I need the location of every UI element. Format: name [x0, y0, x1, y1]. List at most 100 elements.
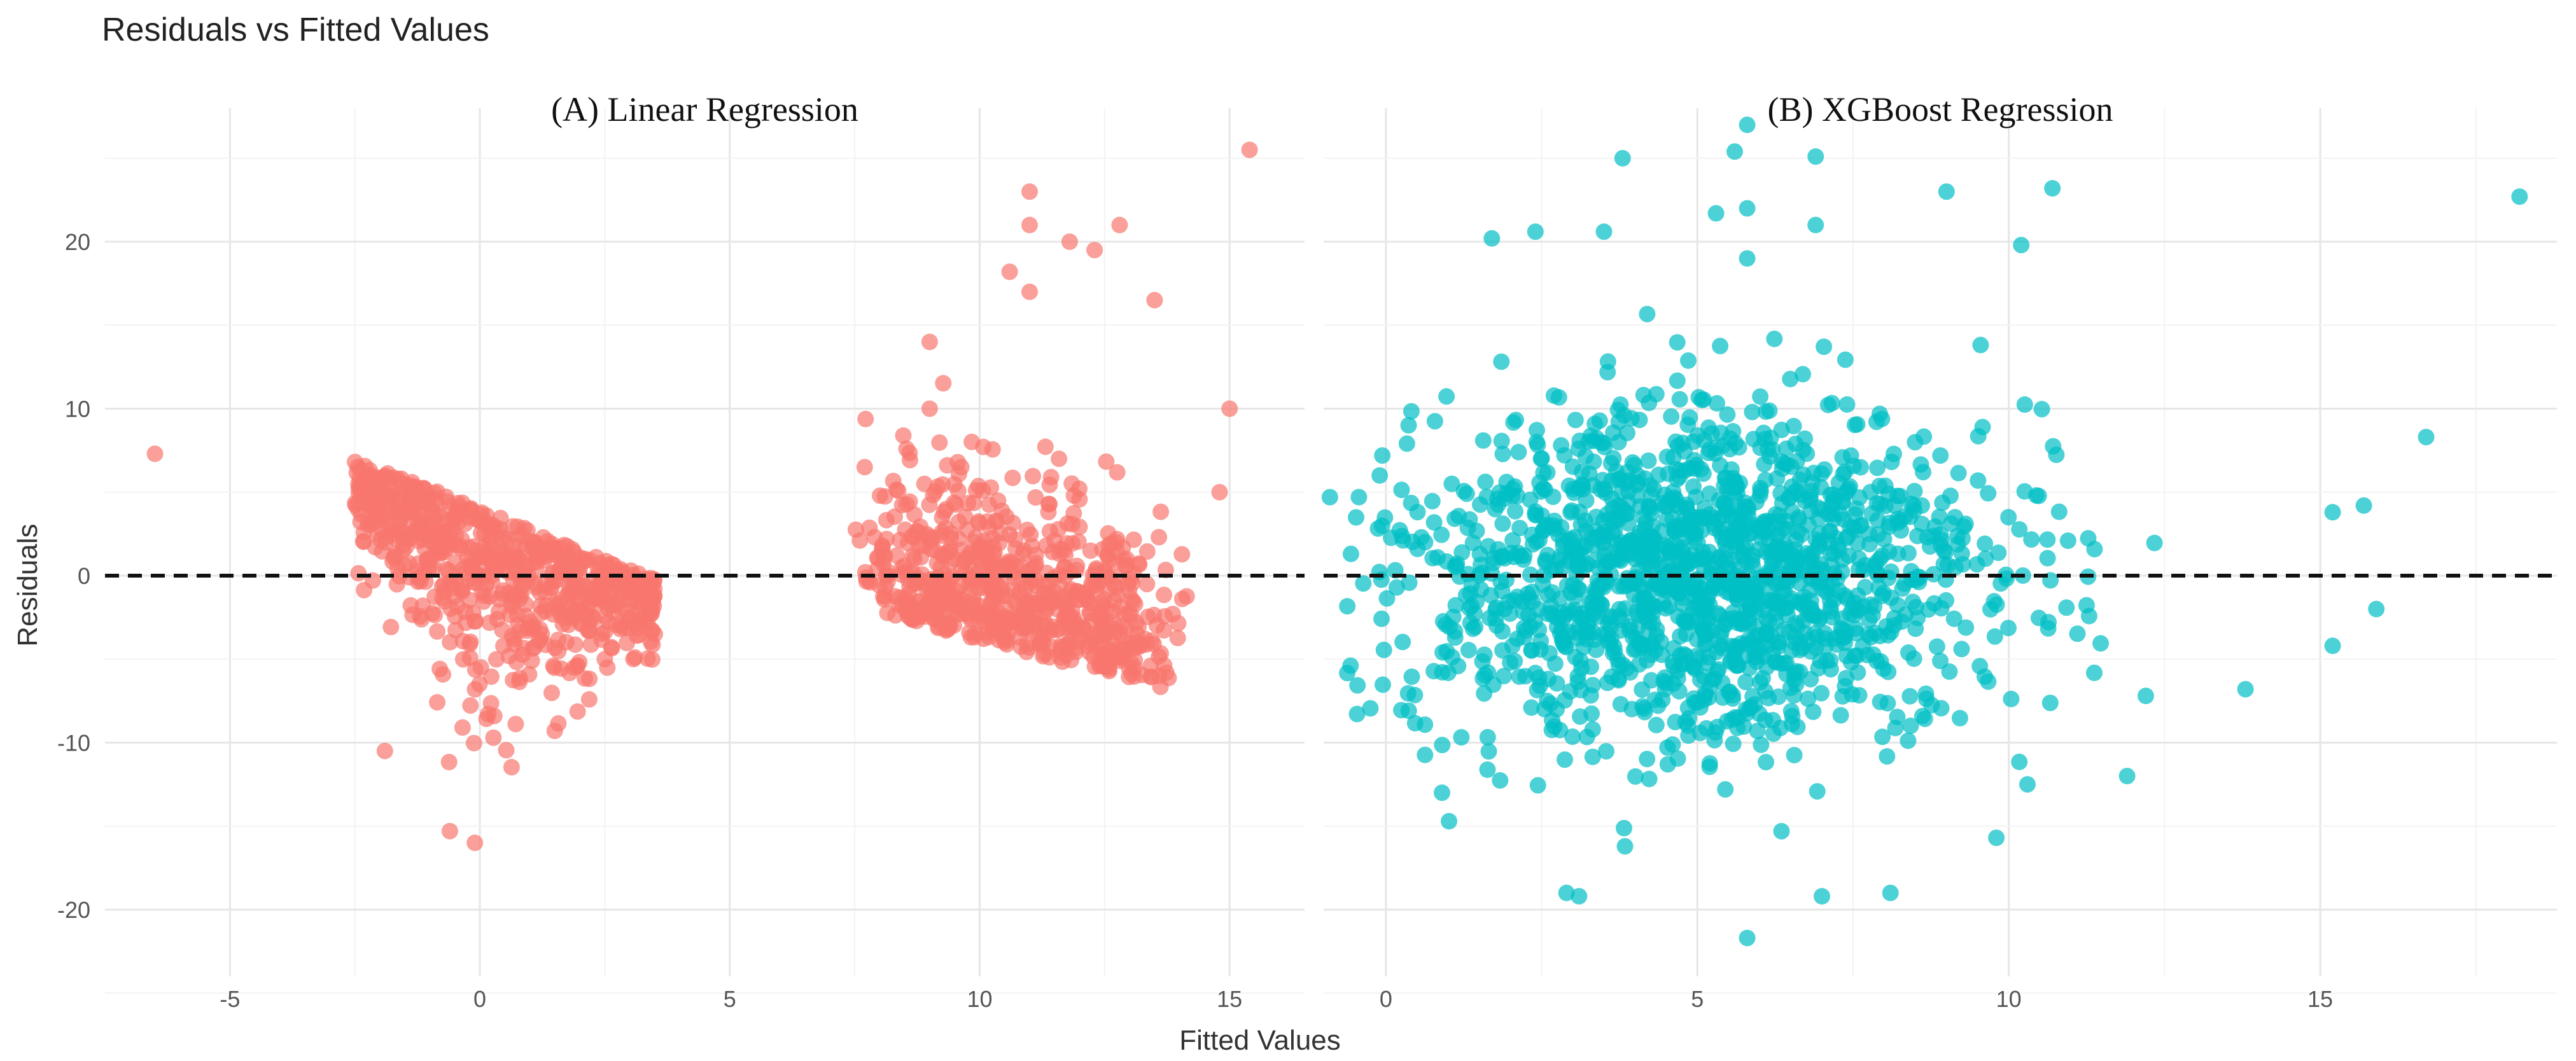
data-point [2016, 396, 2033, 413]
data-point [1925, 565, 1942, 583]
data-point [1807, 216, 1824, 233]
data-point [1805, 704, 1822, 720]
data-point [1627, 768, 1644, 785]
data-point [1348, 705, 1366, 723]
data-point [1896, 575, 1913, 592]
data-point [1145, 606, 1163, 623]
data-point [1446, 558, 1464, 575]
data-point [1736, 494, 1753, 511]
data-point [466, 613, 484, 630]
data-point [1726, 651, 1743, 669]
data-point [953, 459, 970, 476]
data-point [2059, 532, 2076, 549]
data-point [1426, 413, 1443, 430]
data-point [1954, 530, 1971, 547]
data-point [1591, 412, 1608, 429]
data-point [1644, 581, 1662, 598]
data-point [1523, 642, 1540, 659]
panel-b-x-ticks: 0 5 10 15 [1380, 986, 2333, 1012]
data-point [1059, 611, 1076, 628]
panel-a-title: (A) Linear Regression [551, 90, 858, 128]
data-point [1393, 702, 1410, 719]
data-point [895, 427, 912, 444]
data-point [1915, 464, 1931, 481]
data-point [1551, 721, 1569, 739]
data-point [1726, 473, 1743, 490]
data-point [1765, 592, 1782, 609]
data-point [1700, 445, 1717, 461]
data-point [1528, 434, 1545, 450]
data-point [1592, 481, 1609, 498]
data-point [1697, 635, 1714, 652]
data-point [878, 511, 895, 529]
data-point [1378, 590, 1396, 607]
data-point [1674, 543, 1691, 560]
data-point [1602, 608, 1620, 625]
data-point [1889, 709, 1906, 726]
data-point [1539, 586, 1557, 604]
data-point [1462, 585, 1479, 602]
data-point [537, 576, 554, 593]
data-point [1556, 447, 1573, 464]
data-point [1953, 641, 1970, 658]
data-point [1939, 557, 1956, 574]
x-axis-label: Fitted Values [1179, 1025, 1341, 1056]
data-point [511, 674, 528, 690]
data-point [1739, 116, 1756, 134]
data-point [1627, 641, 1644, 658]
data-point [1658, 568, 1676, 585]
data-point [1027, 489, 1044, 506]
data-point [1123, 571, 1140, 588]
data-point [1173, 546, 1191, 563]
data-point [1398, 435, 1415, 452]
data-point [1112, 652, 1129, 669]
data-point [2041, 695, 2059, 711]
data-point [355, 533, 372, 550]
data-point [1434, 737, 1451, 754]
data-point [991, 525, 1009, 542]
data-point [1749, 723, 1766, 740]
data-point [1816, 461, 1833, 478]
data-point [442, 634, 459, 651]
data-point [1988, 829, 2005, 847]
data-point [1614, 149, 1631, 167]
panel-b-title: (B) XGBoost Regression [1768, 90, 2113, 128]
data-point [483, 567, 500, 584]
data-point [1348, 509, 1364, 526]
data-point [1067, 640, 1084, 657]
data-point [1571, 480, 1588, 497]
data-point [1374, 447, 1391, 464]
data-point [1560, 532, 1578, 550]
data-point [1506, 653, 1523, 670]
x-tick-label: 0 [473, 986, 486, 1012]
data-point [1691, 671, 1709, 688]
data-point [1641, 770, 1658, 787]
data-point [471, 676, 488, 693]
data-point [1349, 677, 1366, 694]
data-point [1585, 433, 1602, 449]
data-point [498, 742, 515, 759]
data-point [1539, 464, 1556, 481]
data-point [1446, 510, 1463, 527]
data-point [1527, 223, 1544, 240]
data-point [1677, 647, 1694, 664]
data-point [1639, 305, 1656, 322]
data-point [897, 521, 914, 538]
data-point [1744, 403, 1761, 420]
data-point [906, 576, 923, 592]
data-point [1753, 736, 1770, 753]
data-point [454, 651, 472, 668]
data-point [1152, 645, 1169, 662]
data-point [1762, 565, 1779, 582]
data-point [1770, 688, 1787, 705]
data-point [626, 649, 643, 666]
y-tick-label: 20 [65, 229, 90, 255]
data-point [1585, 453, 1602, 470]
data-point [1757, 403, 1774, 420]
data-point [454, 719, 471, 736]
data-point [2058, 599, 2075, 616]
data-point [1877, 477, 1894, 494]
data-point [1788, 552, 1805, 569]
data-point [1782, 370, 1799, 387]
data-point [416, 540, 433, 557]
